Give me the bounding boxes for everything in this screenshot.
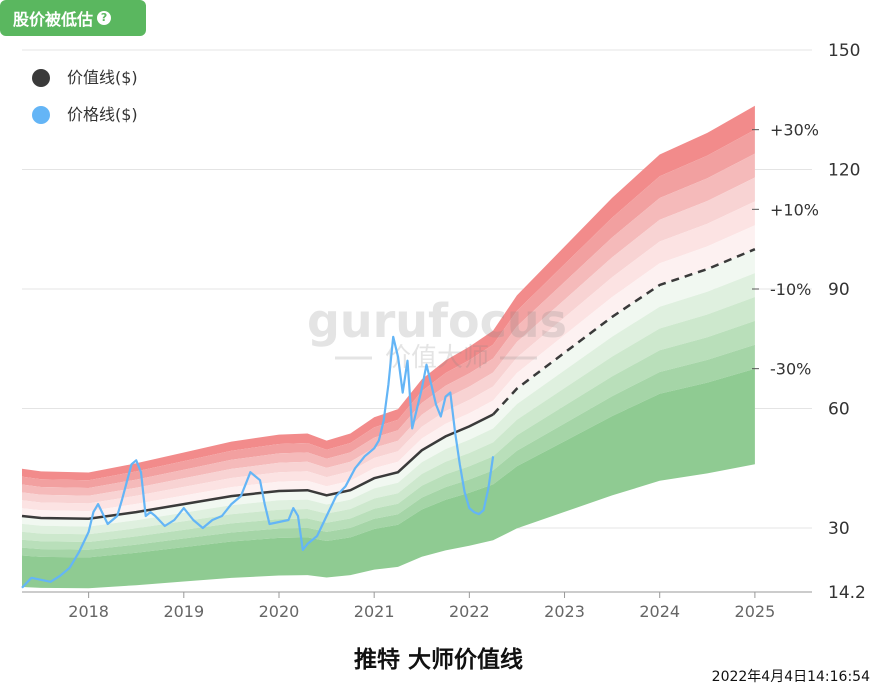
x-tick-label: 2019 [163, 602, 204, 621]
value-line-projection [492, 248, 756, 416]
x-tick-label: 2025 [735, 602, 776, 621]
value-line [21, 413, 494, 521]
band-label: +30% [770, 121, 819, 140]
band-label: -30% [770, 360, 811, 379]
y-tick-label: 90 [828, 280, 850, 300]
band-lower [22, 368, 755, 589]
x-tick-label: 2021 [354, 602, 395, 621]
gf-value-chart: gurufocus 价值大师 150 120 90 60 30 14.2 2018 2019 2… [21, 41, 866, 621]
x-tick-label: 2022 [449, 602, 490, 621]
chart-caption: 推特 大师价值线 [353, 647, 523, 673]
y-tick-label: 30 [828, 519, 850, 539]
legend-marker-value-line [32, 69, 50, 87]
timestamp: 2022年4月4日14:16:54 [711, 669, 870, 685]
valuation-bands [22, 105, 755, 589]
x-tick-label: 2020 [259, 602, 300, 621]
legend-label-price-line[interactable]: 价格线($) [67, 105, 138, 124]
question-circle-icon[interactable]: ? [97, 11, 112, 25]
badge-label: 股价被低估 [13, 10, 94, 29]
legend-marker-price-line [32, 106, 50, 124]
x-tick-label: 2023 [544, 602, 585, 621]
chart-legend: 价值线($) 价格线($) [32, 68, 138, 124]
band-label: -10% [770, 280, 811, 299]
x-tick-label: 2024 [639, 602, 680, 621]
band-label: +10% [770, 200, 819, 219]
watermark-brand: gurufocus [307, 294, 567, 348]
gurufocus-watermark: gurufocus 价值大师 [307, 294, 567, 373]
y-tick-label: 60 [828, 400, 850, 420]
y-tick-label: 150 [828, 41, 860, 61]
y-tick-label: 120 [828, 161, 860, 181]
legend-label-value-line[interactable]: 价值线($) [67, 68, 138, 87]
watermark-sub: 价值大师 [385, 343, 489, 373]
y-tick-label: 14.2 [828, 583, 866, 603]
x-tick-label: 2018 [68, 602, 109, 621]
undervalued-badge[interactable]: 股价被低估 ? [0, 0, 146, 36]
price-line [21, 335, 495, 589]
